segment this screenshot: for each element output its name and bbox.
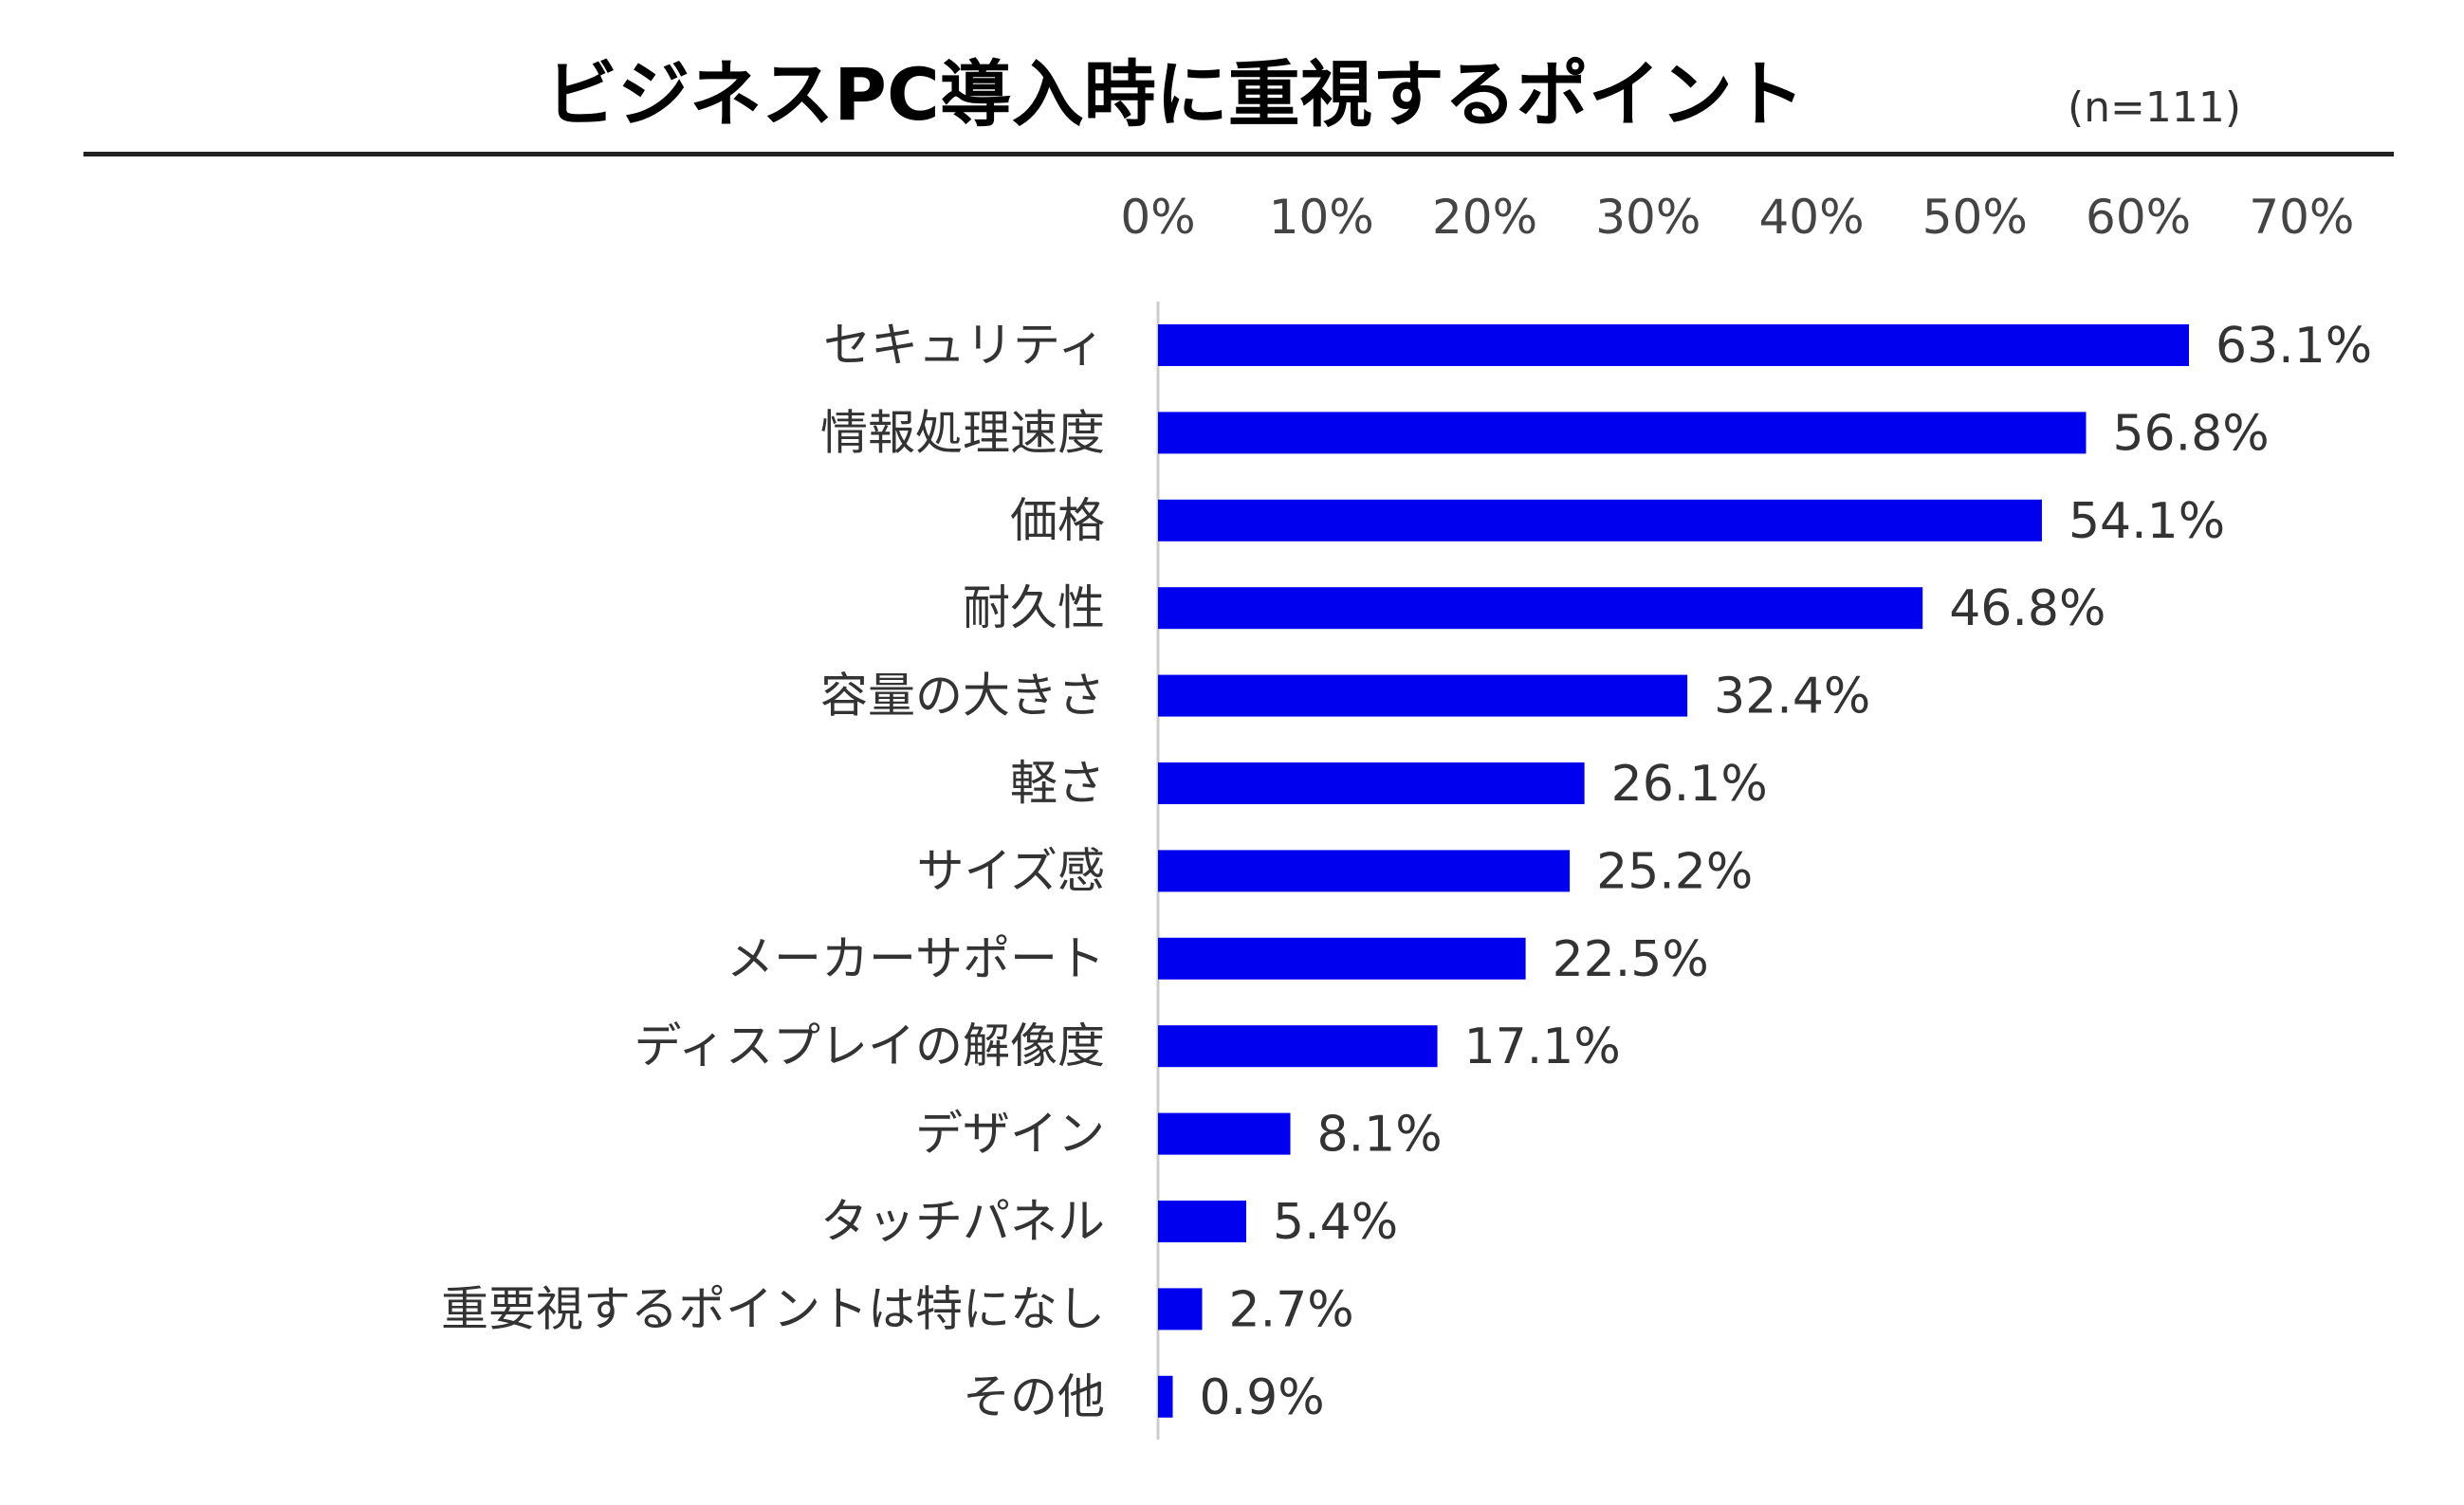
x-tick-label: 50% [1922,190,2028,245]
value-label: 0.9% [1200,1369,1325,1426]
bar [1158,1201,1247,1242]
value-label: 17.1% [1464,1019,1621,1075]
value-label: 32.4% [1714,669,1870,725]
chart-title-text: ビジネスPC導入時に重視するポイント [545,52,1805,137]
x-tick-label: 40% [1758,190,1864,245]
bar [1158,674,1688,717]
sample-size-note: (n=111) [2068,83,2242,132]
x-tick-label: 60% [2086,190,2191,245]
bar [1158,324,2189,366]
category-label: その他 [963,1369,1105,1424]
value-label: 63.1% [2216,318,2372,375]
title-divider [83,152,2394,156]
value-label: 2.7% [1229,1281,1354,1338]
bar [1158,412,2087,454]
category-label: メーカーサポート [726,931,1105,986]
bar [1158,1112,1291,1155]
bar [1158,850,1571,892]
value-label: 8.1% [1317,1107,1443,1164]
value-label: 56.8% [2112,405,2269,462]
category-label: デザイン [915,1107,1105,1162]
bar [1158,499,2042,541]
category-label: 情報処理速度 [820,405,1105,460]
value-label: 22.5% [1553,931,1709,988]
bar [1158,587,1923,630]
x-tick-label: 70% [2249,190,2354,245]
category-label: タッチパネル [820,1194,1105,1249]
category-label: 重要視するポイントは特になし [441,1281,1105,1336]
category-label: 容量の大きさ [820,669,1105,724]
x-tick-label: 20% [1432,190,1537,245]
category-label: ディスプレイの解像度 [634,1019,1106,1074]
bar [1158,1025,1438,1068]
value-label: 46.8% [1949,580,2105,637]
category-labels: セキュリティ情報処理速度価格耐久性容量の大きさ軽さサイズ感メーカーサポートディス… [441,318,1105,1424]
value-label: 25.2% [1596,843,1753,900]
category-label: サイズ感 [917,843,1106,898]
chart-title: ビジネスPC導入時に重視するポイント [0,36,2464,140]
x-tick-label: 0% [1120,190,1195,245]
value-label: 5.4% [1273,1194,1398,1251]
category-label: 価格 [1010,493,1105,548]
bar [1158,762,1585,804]
x-tick-label: 30% [1595,190,1701,245]
bar [1158,1375,1173,1418]
x-tick-label: 10% [1269,190,1374,245]
bar [1158,937,1526,980]
bar [1158,1288,1203,1331]
category-label: セキュリティ [823,318,1105,373]
value-label: 26.1% [1611,756,1768,813]
value-label: 54.1% [2069,493,2225,550]
x-axis-ticks: 0% 10% 20% 30% 40% 50% 60% 70% [1120,190,2354,245]
value-labels: 63.1% 56.8% 54.1% 46.8% 32.4% 26.1% 25.2% 22.5%… [1200,318,2373,1426]
bars [1158,324,2189,1418]
category-label: 耐久性 [963,580,1105,635]
category-label: 軽さ [1010,756,1105,811]
